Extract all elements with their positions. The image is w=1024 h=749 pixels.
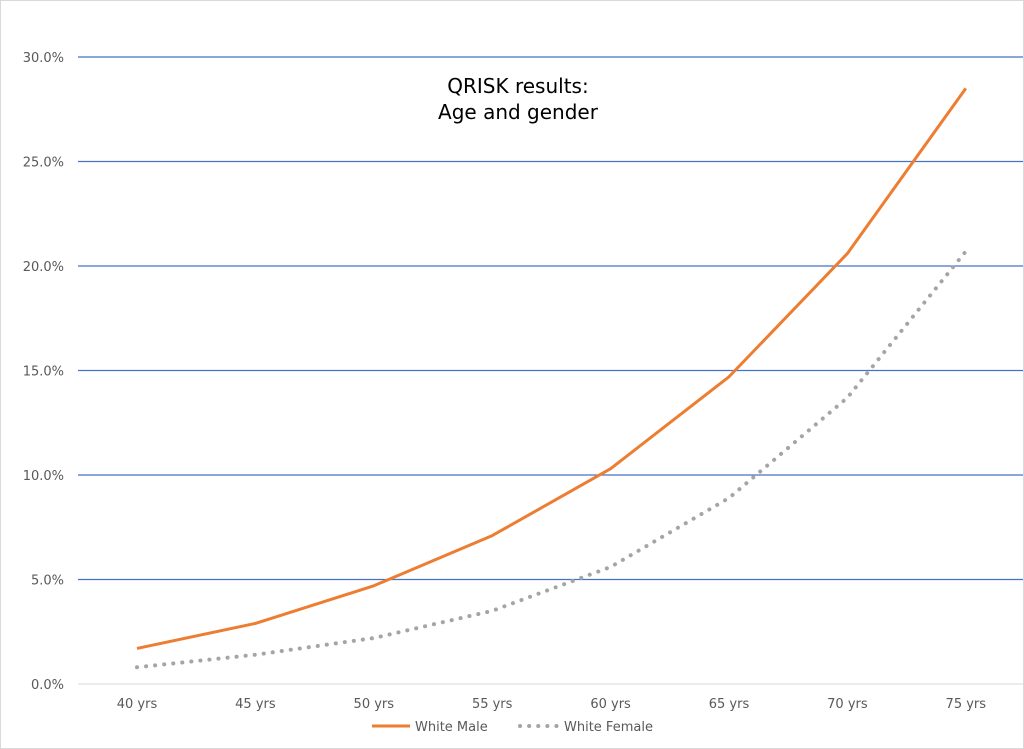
y-axis-tick-labels: 0.0% 5.0% 10.0% 15.0% 20.0% 25.0% 30.0% xyxy=(23,51,64,693)
gridlines xyxy=(78,56,1023,685)
chart-title-line-2: Age and gender xyxy=(438,100,599,124)
y-tick-label: 10.0% xyxy=(23,469,64,484)
series-line-white-male xyxy=(136,87,968,650)
y-tick-label: 25.0% xyxy=(23,156,64,171)
x-tick-label: 50 yrs xyxy=(354,697,395,712)
legend: White Male White Female xyxy=(372,720,653,735)
y-tick-label: 30.0% xyxy=(23,51,64,66)
y-tick-label: 5.0% xyxy=(31,574,64,589)
y-tick-label: 15.0% xyxy=(23,365,64,380)
y-tick-label: 0.0% xyxy=(31,678,64,693)
x-tick-label: 60 yrs xyxy=(590,697,631,712)
chart-title-line-1: QRISK results: xyxy=(447,74,588,98)
series-lines xyxy=(135,87,968,670)
x-tick-label: 45 yrs xyxy=(235,697,276,712)
x-axis-tick-labels: 40 yrs 45 yrs 50 yrs 55 yrs 60 yrs 65 yrs 70 y… xyxy=(117,697,987,712)
legend-label-white-male: White Male xyxy=(415,720,488,735)
x-tick-label: 70 yrs xyxy=(827,697,868,712)
legend-label-white-female: White Female xyxy=(564,720,653,735)
series-line-white-female xyxy=(135,249,968,670)
x-tick-label: 65 yrs xyxy=(709,697,750,712)
x-tick-label: 40 yrs xyxy=(117,697,158,712)
x-tick-label: 75 yrs xyxy=(946,697,987,712)
x-tick-label: 55 yrs xyxy=(472,697,513,712)
y-tick-label: 20.0% xyxy=(23,260,64,275)
